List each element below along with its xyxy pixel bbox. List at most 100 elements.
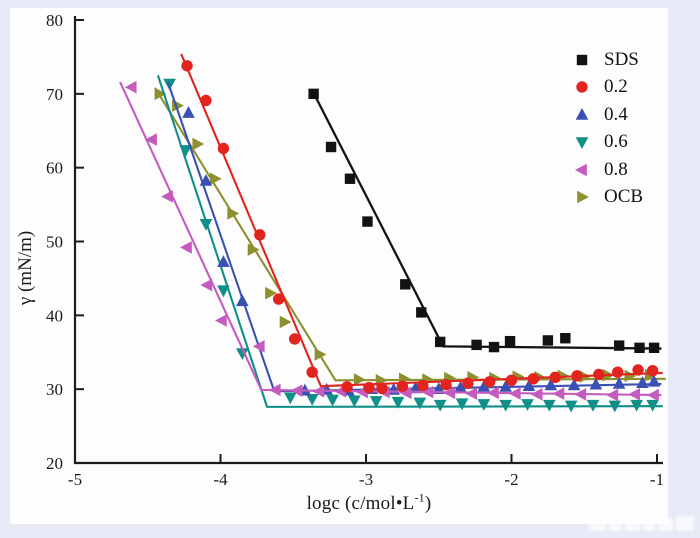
marker-0.8 [214,314,227,327]
marker-0.2 [273,293,285,305]
legend-marker-0.2 [576,81,588,93]
x-axis-title-text: logc (c/mol•L [306,493,415,514]
marker-0.6 [521,399,534,411]
marker-0.8 [647,388,659,402]
marker-OCB [314,348,327,361]
marker-0.6 [413,397,427,410]
marker-0.8 [290,384,303,397]
marker-SDS [325,141,337,153]
fit-line-0.6 [156,75,663,408]
marker-0.4 [217,255,230,267]
marker-0.2 [396,380,409,392]
legend-label: 0.4 [604,103,628,125]
marker-0.8 [465,387,478,400]
marker-SDS [435,336,446,348]
marker-OCB [192,137,205,151]
marker-0.8 [530,388,543,401]
marker-0.2 [289,333,301,345]
marker-0.8 [124,80,137,94]
y-tick-label: 30 [46,380,63,399]
marker-0.2 [254,229,266,241]
marker-0.8 [252,340,265,353]
marker-0.4 [454,380,467,393]
marker-0.6 [564,400,578,413]
y-tick-label: 70 [46,85,63,104]
series-0.6 [156,75,663,413]
marker-0.4 [432,382,446,394]
marker-0.2 [181,60,193,72]
marker-0.6 [391,396,405,409]
marker-0.4 [409,381,422,394]
legend-label: 0.2 [604,76,628,98]
x-axis-title-close: ) [424,493,432,514]
marker-OCB [247,243,260,256]
plot-panel [10,8,668,524]
marker-SDS [648,342,660,354]
series-0.8 [119,80,662,402]
marker-SDS [488,341,500,353]
marker-SDS [344,173,356,184]
marker-SDS [416,307,427,318]
marker-SDS [471,339,482,351]
marker-0.8 [399,386,412,400]
marker-0.2 [527,373,540,385]
marker-0.6 [179,145,192,157]
marker-0.6 [236,348,249,360]
marker-0.8 [508,387,521,400]
marker-0.2 [646,365,659,377]
y-tick-label: 20 [46,454,63,473]
marker-0.2 [549,371,561,384]
marker-0.2 [612,366,624,378]
marker-SDS [308,88,319,100]
x-tick-label: -4 [213,470,228,489]
marker-0.4 [477,379,491,392]
marker-0.2 [200,94,212,107]
marker-0.6 [499,399,512,412]
marker-SDS [542,335,554,346]
fit-line-0.2 [180,53,663,388]
marker-0.2 [341,381,353,393]
marker-0.2 [632,364,644,376]
marker-0.4 [612,376,626,389]
marker-0.4 [199,173,213,186]
marker-0.8 [268,383,281,397]
legend-item-0.6: 0.6 [572,129,643,157]
marker-0.4 [522,379,536,392]
marker-0.2 [417,379,429,392]
marker-0.2 [462,377,474,389]
x-tick-label: -3 [359,470,373,489]
marker-0.2 [483,376,496,388]
marker-0.6 [630,399,643,412]
marker-0.8 [443,386,456,400]
legend-item-0.4: 0.4 [572,101,643,129]
marker-0.8 [200,278,213,292]
marker-0.6 [284,392,297,405]
marker-0.2 [440,379,452,391]
marker-OCB [154,87,167,101]
marker-OCB [227,207,240,220]
y-tick-label: 80 [46,11,63,30]
x-axis-title-superscript: -1 [414,490,425,505]
marker-0.8 [487,386,499,400]
marker-0.2 [571,370,583,382]
marker-0.8 [145,133,157,146]
x-tick-label: -5 [68,470,82,489]
marker-SDS [634,342,645,354]
legend-item-0.2: 0.2 [572,74,643,102]
marker-0.4 [636,376,649,389]
marker-0.2 [217,142,230,155]
marker-0.6 [326,394,339,407]
marker-OCB [279,315,292,329]
marker-0.4 [567,378,581,391]
marker-0.8 [161,190,173,203]
legend-marker-0.8 [575,163,587,177]
marker-0.6 [646,399,659,412]
legend-marker-square-icon [576,54,588,65]
marker-0.8 [180,241,192,254]
x-tick-label: -2 [504,470,518,489]
marker-0.6 [348,395,361,408]
legend-marker-0.6 [575,137,589,150]
series-0.2 [180,53,663,395]
legend-marker-OCB [577,190,589,204]
